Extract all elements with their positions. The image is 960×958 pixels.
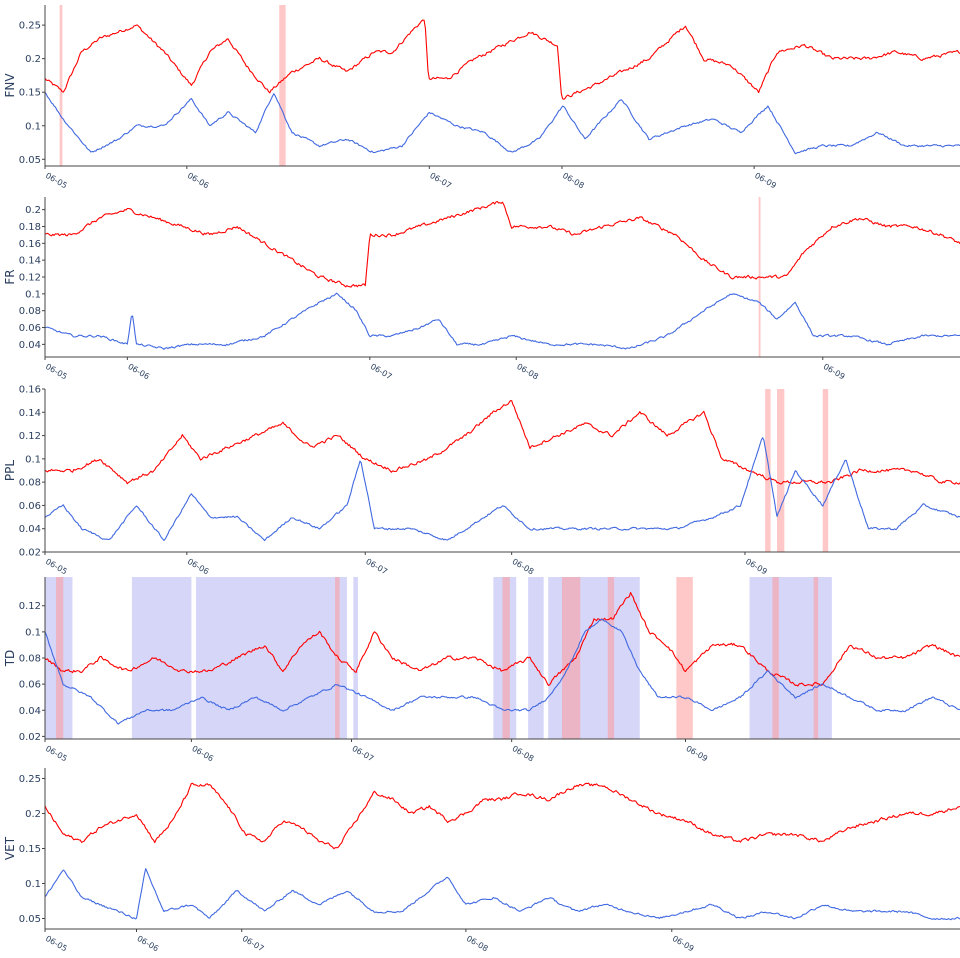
y-tick-label: 0.2 — [25, 54, 41, 65]
y-tick-label: 0.06 — [19, 323, 41, 334]
x-tick-label: 06-05 — [44, 362, 69, 381]
y-tick-label: 0.05 — [19, 914, 41, 925]
highlight-band — [561, 577, 581, 739]
y-tick-label: 0.08 — [19, 478, 41, 489]
x-tick-label: 06-07 — [241, 934, 266, 953]
y-tick-label: 0.08 — [19, 654, 41, 665]
highlight-band — [772, 577, 779, 739]
x-tick-label: 06-07 — [364, 557, 389, 576]
x-tick-label: 06-06 — [190, 744, 215, 763]
series-line-blue — [44, 618, 960, 725]
x-tick-label: 06-06 — [126, 362, 151, 381]
x-tick-label: 06-05 — [44, 744, 69, 763]
x-tick-label: 06-08 — [511, 744, 536, 763]
y-tick-label: 0.02 — [19, 732, 41, 743]
highlight-band — [335, 577, 340, 739]
series-line-blue — [44, 437, 960, 542]
y-axis-label: FR — [3, 269, 17, 284]
x-tick-label: 06-06 — [186, 171, 211, 190]
x-tick-label: 06-08 — [465, 934, 490, 953]
x-tick-label: 06-09 — [822, 362, 847, 381]
y-tick-label: 0.1 — [25, 454, 41, 465]
y-tick-label: 0.05 — [19, 155, 41, 166]
x-tick-label: 06-08 — [515, 362, 540, 381]
x-tick-label: 06-07 — [369, 362, 394, 381]
highlight-band — [353, 577, 358, 739]
x-tick-label: 06-07 — [351, 744, 376, 763]
x-tick-label: 06-08 — [511, 557, 536, 576]
y-axis-label: VET — [3, 836, 17, 860]
panel-fr: 0.04 0.06 0.08 0.1 0.12 0.14 0.16 0.18 0.2 06-05 0… — [3, 197, 960, 381]
highlight-band — [195, 577, 347, 739]
y-tick-label: 0.06 — [19, 680, 41, 691]
series-line-red — [44, 19, 960, 100]
y-tick-label: 0.1 — [25, 879, 41, 890]
highlight-band — [676, 577, 693, 739]
x-tick-label: 06-06 — [136, 934, 161, 953]
highlight-band — [528, 577, 544, 739]
x-tick-label: 06-09 — [744, 557, 769, 576]
highlight-band — [279, 5, 286, 166]
y-tick-label: 0.2 — [25, 205, 41, 216]
y-tick-label: 0.04 — [19, 340, 41, 351]
y-tick-label: 0.12 — [19, 273, 41, 284]
series-line-red — [44, 200, 960, 288]
y-axis-label: TD — [3, 650, 17, 668]
y-tick-label: 0.12 — [19, 601, 41, 612]
panel-td: 0.02 0.04 0.06 0.08 0.1 0.12 06-05 06-06 06-07 06… — [3, 577, 960, 763]
series-line-blue — [44, 91, 960, 155]
series-line-red — [44, 782, 960, 850]
y-tick-label: 0.1 — [25, 289, 41, 300]
y-tick-label: 0.25 — [19, 774, 41, 785]
y-tick-label: 0.08 — [19, 306, 41, 317]
x-tick-label: 06-07 — [428, 171, 453, 190]
x-tick-label: 06-08 — [561, 171, 586, 190]
y-tick-label: 0.2 — [25, 809, 41, 820]
highlight-band — [813, 577, 819, 739]
highlight-band — [822, 389, 829, 552]
highlight-band — [749, 577, 832, 739]
panel-fnv: 0.05 0.1 0.15 0.2 0.25 06-05 06-06 06-07 06-08 06… — [3, 5, 960, 190]
series-line-red — [44, 591, 960, 687]
y-tick-label: 0.04 — [19, 706, 41, 717]
y-tick-label: 0.1 — [25, 627, 41, 638]
highlight-band — [59, 5, 63, 166]
x-tick-label: 06-05 — [44, 557, 69, 576]
y-tick-label: 0.15 — [19, 844, 41, 855]
x-tick-label: 06-09 — [753, 171, 778, 190]
y-tick-label: 0.06 — [19, 501, 41, 512]
series-line-red — [44, 400, 960, 485]
y-tick-label: 0.15 — [19, 88, 41, 99]
y-tick-label: 0.25 — [19, 21, 41, 32]
x-tick-label: 06-09 — [671, 934, 696, 953]
highlight-band — [765, 389, 771, 552]
y-tick-label: 0.12 — [19, 431, 41, 442]
y-tick-label: 0.16 — [19, 239, 41, 250]
x-tick-label: 06-05 — [44, 934, 69, 953]
series-line-blue — [44, 868, 960, 921]
series-line-blue — [45, 292, 960, 350]
y-axis-label: FNV — [3, 73, 17, 98]
highlight-band — [607, 577, 615, 739]
x-tick-label: 06-09 — [685, 744, 710, 763]
panel-ppl: 0.02 0.04 0.06 0.08 0.1 0.12 0.14 0.16 06-05 06-0… — [3, 385, 960, 576]
highlight-band — [777, 389, 785, 552]
y-tick-label: 0.18 — [19, 222, 41, 233]
x-tick-label: 06-05 — [44, 171, 69, 190]
highlight-band — [502, 577, 510, 739]
highlight-band — [55, 577, 64, 739]
panel-vet: 0.05 0.1 0.15 0.2 0.25 06-05 06-06 06-07 06-08 06… — [3, 768, 960, 953]
y-tick-label: 0.1 — [25, 121, 41, 132]
x-tick-label: 06-06 — [186, 557, 211, 576]
y-tick-label: 0.02 — [19, 548, 41, 559]
y-tick-label: 0.16 — [19, 385, 41, 396]
highlight-band — [131, 577, 192, 739]
y-tick-label: 0.14 — [19, 408, 41, 419]
y-axis-label: PPL — [3, 460, 17, 481]
y-tick-label: 0.14 — [19, 256, 41, 267]
y-tick-label: 0.04 — [19, 524, 41, 535]
